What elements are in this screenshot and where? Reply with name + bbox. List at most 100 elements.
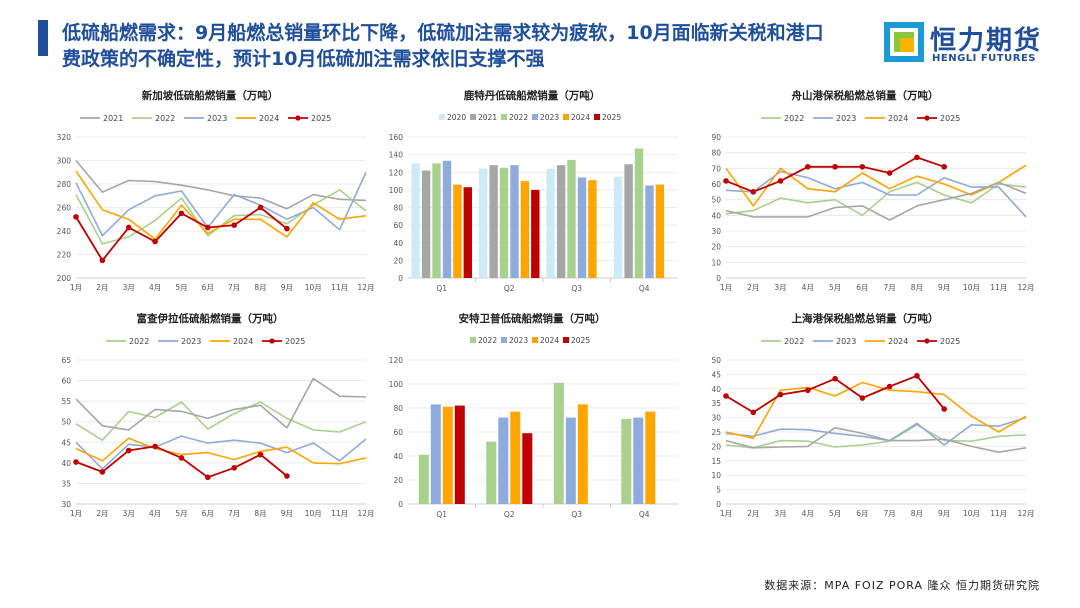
data-point-2025 xyxy=(886,170,893,176)
legend-label: 2024 xyxy=(259,114,279,123)
series-line-2024 xyxy=(75,437,367,465)
x-tick-label: 4月 xyxy=(802,283,814,292)
x-tick-label: Q3 xyxy=(571,510,582,519)
y-tick-label: 260 xyxy=(57,204,72,213)
y-tick-label: 20 xyxy=(393,256,403,265)
bar-2024-Q4 xyxy=(645,411,656,504)
bar-2022-Q2 xyxy=(499,167,509,278)
bar-2023-Q2 xyxy=(510,165,519,278)
chart-title: 安特卫普低硫船燃销量（万吨） xyxy=(459,312,606,325)
data-point-2025 xyxy=(99,469,106,475)
legend-label: 2023 xyxy=(509,336,528,345)
legend-swatch xyxy=(563,114,569,120)
y-tick-label: 0 xyxy=(398,274,403,283)
y-tick-label: 30 xyxy=(711,227,721,236)
data-point-2025 xyxy=(914,373,920,379)
chart-svg: 鹿特丹低硫船燃销量（万吨） 2020 2021 2022 2023 2024 2025 0 20… xyxy=(389,89,678,293)
x-tick-label: 10月 xyxy=(963,509,980,518)
data-point-2025 xyxy=(859,163,866,170)
y-tick-label: 30 xyxy=(711,414,721,423)
y-tick-label: 60 xyxy=(711,180,721,189)
data-point-2025 xyxy=(284,473,290,479)
bar-2024-Q1 xyxy=(442,406,453,504)
bar-2022-Q1 xyxy=(418,454,429,504)
legend-label: 2025 xyxy=(285,337,305,346)
bar-2022-Q4 xyxy=(621,418,632,504)
legend-label: 2024 xyxy=(888,114,908,123)
x-tick-label: 2月 xyxy=(96,283,108,292)
y-tick-label: 50 xyxy=(711,196,721,205)
legend-label: 2022 xyxy=(155,114,175,123)
x-tick-label: Q4 xyxy=(639,510,650,519)
legend-label: 2024 xyxy=(888,337,908,346)
bar-2021-Q2 xyxy=(489,165,498,278)
x-tick-label: Q1 xyxy=(436,284,447,293)
legend-swatch xyxy=(501,337,507,343)
data-point-2025 xyxy=(805,387,811,394)
x-tick-label: Q2 xyxy=(504,510,515,519)
legend-label: 2024 xyxy=(233,337,253,346)
y-tick-label: 50 xyxy=(61,418,71,427)
y-tick-label: 80 xyxy=(711,149,721,158)
bar-2023-Q1 xyxy=(442,160,452,278)
y-tick-label: 60 xyxy=(393,428,403,437)
x-tick-label: 8月 xyxy=(911,509,923,518)
bar-2025-Q1 xyxy=(454,405,465,504)
data-source: 数据来源：MPA FOIZ PORA 隆众 恒力期货研究院 xyxy=(764,579,1040,592)
bar-2020-Q3 xyxy=(546,168,555,278)
company-logo: 恒力期货 HENGLI FUTURES xyxy=(884,20,1064,70)
title-accent-bar xyxy=(38,20,48,56)
legend-label: 2023 xyxy=(540,113,559,122)
x-tick-label: 5月 xyxy=(829,509,841,518)
legend-label: 2025 xyxy=(940,337,960,346)
series-line-2021 xyxy=(725,426,1027,453)
series-line-2022 xyxy=(75,401,367,441)
x-tick-label: 1月 xyxy=(720,509,732,518)
bar-2022-Q1 xyxy=(432,163,441,278)
chart-antwerp-lsfo: 安特卫普低硫船燃销量（万吨） 2022 2023 2024 2025 0 20 40 60 80 1… xyxy=(372,308,692,526)
x-tick-label: 3月 xyxy=(123,509,135,518)
chart-svg: 上海港保税船燃总销量（万吨）2022 2023 2024 20250510152025… xyxy=(711,312,1034,518)
page-title: 低硫船燃需求：9月船燃总销量环比下降，低硫加注需求较为疲软，10月面临新关税和港… xyxy=(62,20,882,72)
x-tick-label: 9月 xyxy=(938,509,950,518)
y-tick-label: 15 xyxy=(711,457,721,466)
series-line-2021 xyxy=(725,181,1027,221)
y-tick-label: 60 xyxy=(61,377,71,386)
x-tick-label: 11月 xyxy=(990,283,1007,292)
y-tick-label: 220 xyxy=(57,251,72,260)
data-point-2025 xyxy=(178,455,185,461)
bar-2024-Q2 xyxy=(520,181,530,278)
y-tick-label: 65 xyxy=(61,356,71,365)
data-point-2025 xyxy=(777,391,784,398)
legend-label: 2022 xyxy=(478,336,497,345)
bar-2022-Q3 xyxy=(567,159,576,278)
x-tick-label: 3月 xyxy=(774,509,786,518)
y-tick-label: 240 xyxy=(57,227,72,236)
x-tick-label: 8月 xyxy=(254,509,266,518)
x-tick-label: 3月 xyxy=(123,283,135,292)
y-tick-label: 0 xyxy=(716,500,721,509)
logo-name-en: HENGLI FUTURES xyxy=(932,53,1036,64)
legend-label: 2024 xyxy=(571,113,590,122)
x-tick-label: 6月 xyxy=(202,509,214,518)
bar-2023-Q2 xyxy=(498,417,509,504)
y-tick-label: 90 xyxy=(711,133,721,142)
legend-label: 2025 xyxy=(571,336,590,345)
x-tick-label: 7月 xyxy=(228,509,240,518)
x-tick-label: 4月 xyxy=(149,283,161,292)
series-line-2023 xyxy=(725,170,1027,218)
bar-2020-Q4 xyxy=(613,176,623,278)
data-point-2025 xyxy=(941,163,947,170)
chart-svg: 新加坡低硫船燃销量（万吨） 2021 2022 2023 2024 2025 200 220 2… xyxy=(57,89,375,292)
legend-swatch xyxy=(532,114,538,120)
series-line-2022 xyxy=(725,424,1027,449)
legend-label: 2023 xyxy=(836,114,856,123)
legend-swatch xyxy=(501,114,507,120)
data-point-2025 xyxy=(152,238,158,245)
y-tick-label: 55 xyxy=(61,397,71,406)
x-tick-label: 12月 xyxy=(1017,283,1034,292)
legend-marker xyxy=(269,338,275,344)
data-point-2025 xyxy=(284,225,290,232)
logo-name: 恒力期货 xyxy=(930,26,1043,56)
x-tick-label: 4月 xyxy=(149,509,161,518)
